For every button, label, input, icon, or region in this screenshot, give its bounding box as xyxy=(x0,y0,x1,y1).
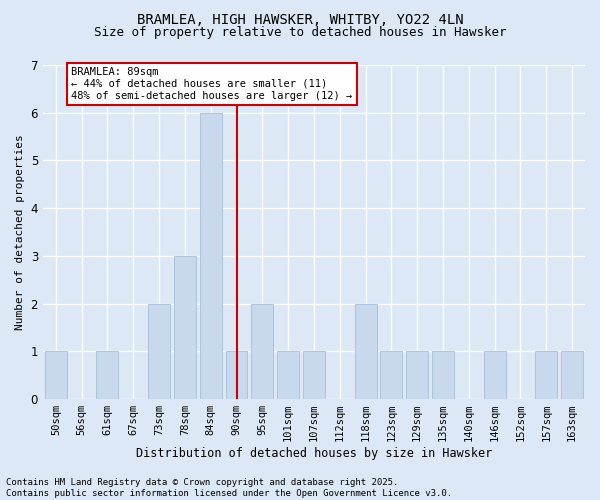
Bar xyxy=(561,352,583,399)
Bar xyxy=(432,352,454,399)
Bar xyxy=(380,352,403,399)
X-axis label: Distribution of detached houses by size in Hawsker: Distribution of detached houses by size … xyxy=(136,447,492,460)
Text: BRAMLEA: 89sqm
← 44% of detached houses are smaller (11)
48% of semi-detached ho: BRAMLEA: 89sqm ← 44% of detached houses … xyxy=(71,68,353,100)
Bar xyxy=(200,112,221,399)
Bar xyxy=(303,352,325,399)
Bar xyxy=(174,256,196,399)
Bar xyxy=(355,304,377,399)
Text: Size of property relative to detached houses in Hawsker: Size of property relative to detached ho… xyxy=(94,26,506,39)
Bar xyxy=(97,352,118,399)
Bar xyxy=(148,304,170,399)
Bar xyxy=(45,352,67,399)
Bar xyxy=(277,352,299,399)
Text: BRAMLEA, HIGH HAWSKER, WHITBY, YO22 4LN: BRAMLEA, HIGH HAWSKER, WHITBY, YO22 4LN xyxy=(137,12,463,26)
Bar xyxy=(251,304,274,399)
Text: Contains HM Land Registry data © Crown copyright and database right 2025.
Contai: Contains HM Land Registry data © Crown c… xyxy=(6,478,452,498)
Bar xyxy=(226,352,247,399)
Bar xyxy=(535,352,557,399)
Y-axis label: Number of detached properties: Number of detached properties xyxy=(15,134,25,330)
Bar xyxy=(406,352,428,399)
Bar xyxy=(484,352,506,399)
